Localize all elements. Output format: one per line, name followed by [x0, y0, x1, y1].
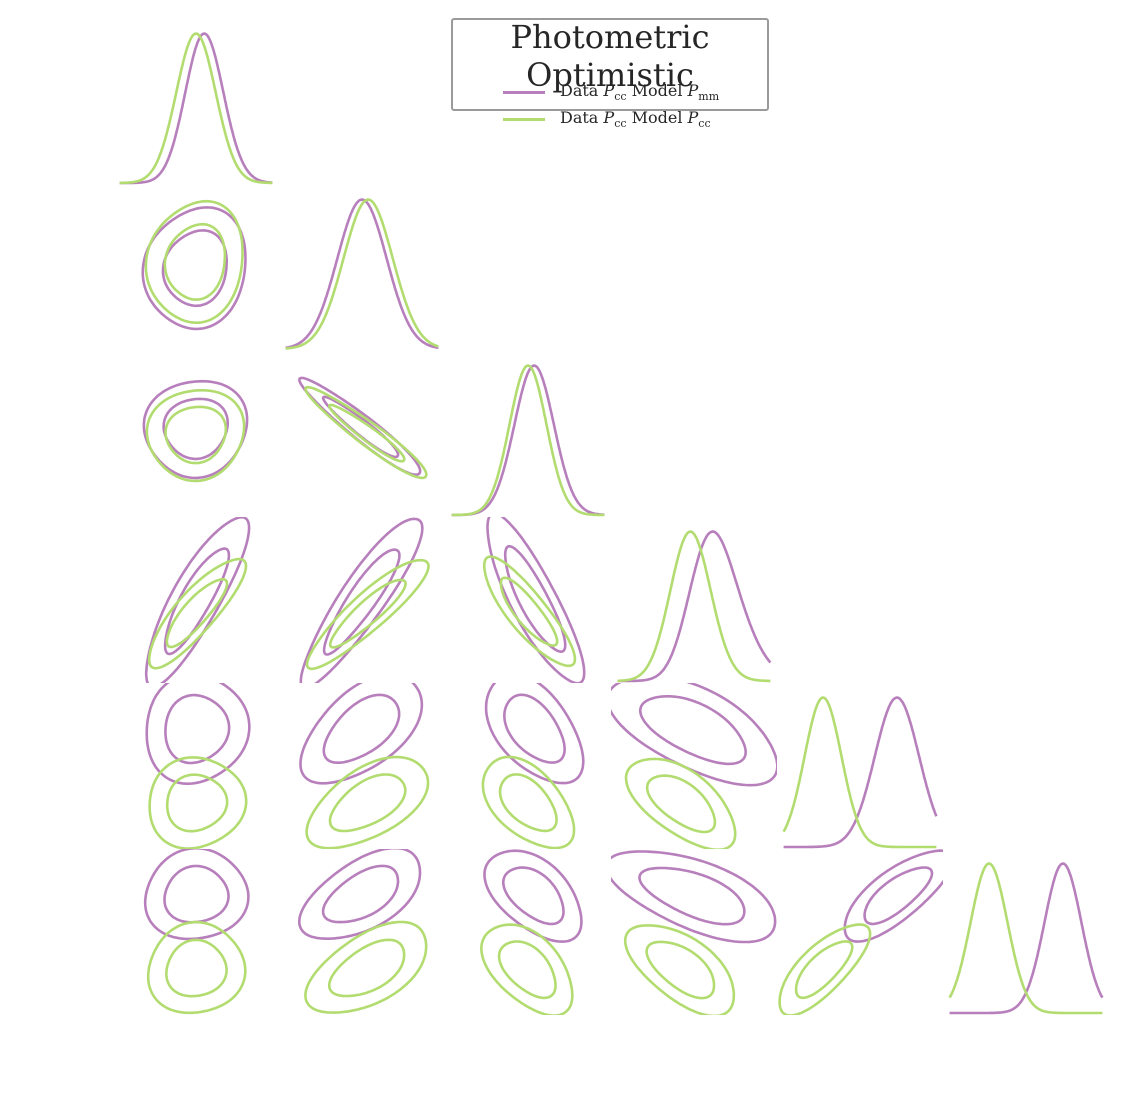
contour-68pct-series-2	[794, 940, 854, 1000]
marginal-curve-4-series-2	[617, 530, 771, 683]
marginal-panel-2	[285, 198, 439, 350]
contour-68pct-series-1	[638, 866, 746, 926]
contour-95pct-series-1	[297, 849, 422, 941]
contour-panel-5-4	[611, 683, 777, 849]
marginal-curve-2-series-1	[285, 198, 439, 350]
contour-95pct-series-2	[305, 755, 430, 849]
marginal-curve-5-series-1	[783, 696, 938, 849]
contour-95pct-series-2	[623, 924, 736, 1015]
contour-95pct-series-2	[145, 388, 246, 483]
marginal-panel-1	[119, 32, 273, 185]
marginal-curve-1-series-1	[119, 32, 273, 185]
contour-68pct-series-2	[497, 940, 557, 1000]
contour-panel-6-4	[611, 850, 777, 1015]
legend: Photometric Optimistic Data Pcc Model Pm…	[451, 18, 769, 130]
contour-68pct-series-1	[163, 864, 230, 924]
marginal-curve-1-series-2	[119, 32, 273, 185]
contour-95pct-series-2	[304, 385, 428, 480]
contour-95pct-series-1	[299, 683, 424, 785]
contour-68pct-series-2	[328, 578, 407, 649]
contour-panel-2-1	[141, 199, 247, 331]
contour-95pct-series-2	[144, 199, 244, 325]
contour-95pct-series-2	[624, 757, 737, 849]
contour-95pct-series-1	[299, 517, 424, 683]
contour-68pct-series-1	[502, 693, 566, 764]
contour-68pct-series-1	[163, 547, 231, 656]
contour-68pct-series-2	[327, 403, 406, 463]
marginal-curve-6-series-2	[948, 862, 1103, 1015]
contour-panel-6-5	[778, 849, 943, 1015]
contour-panel-3-1	[142, 379, 249, 483]
legend-swatch-2	[503, 118, 545, 121]
contour-95pct-series-1	[145, 683, 251, 786]
contour-68pct-series-2	[165, 773, 229, 833]
marginal-curve-3-series-1	[451, 364, 605, 517]
contour-panel-4-2	[299, 517, 430, 683]
legend-swatch-1	[503, 91, 545, 94]
marginal-panel-4	[617, 530, 772, 683]
legend-title: Photometric Optimistic	[510, 18, 710, 94]
contour-panel-4-1	[144, 517, 251, 683]
contour-68pct-series-1	[863, 866, 934, 926]
contour-95pct-series-1	[144, 517, 251, 683]
contour-68pct-series-2	[328, 773, 407, 833]
contour-panel-3-2	[298, 376, 428, 480]
marginal-curve-2-series-2	[285, 198, 439, 350]
contour-68pct-series-2	[165, 938, 228, 998]
contour-68pct-series-2	[645, 774, 717, 834]
contour-95pct-series-1	[843, 849, 943, 943]
contour-95pct-series-2	[481, 755, 576, 849]
marginal-curve-3-series-2	[451, 364, 605, 517]
contour-68pct-series-1	[503, 544, 567, 654]
contour-95pct-series-2	[778, 923, 872, 1015]
marginal-panel-6	[948, 862, 1104, 1015]
contour-95pct-series-2	[482, 555, 577, 668]
contour-95pct-series-1	[141, 206, 247, 331]
contour-68pct-series-1	[161, 229, 228, 308]
contour-68pct-series-1	[321, 864, 400, 924]
contour-68pct-series-2	[164, 405, 228, 465]
contour-68pct-series-2	[165, 577, 229, 649]
contour-68pct-series-1	[322, 693, 401, 765]
contour-68pct-series-2	[498, 773, 558, 833]
contour-panel-6-1	[143, 849, 250, 1015]
contour-95pct-series-2	[304, 920, 428, 1014]
contour-95pct-series-2	[147, 557, 248, 670]
contour-68pct-series-2	[645, 940, 716, 1000]
legend-label-2: Data Pcc Model Pcc	[560, 108, 711, 131]
contour-panel-4-3	[482, 517, 586, 683]
contour-95pct-series-2	[146, 920, 247, 1015]
contour-panel-5-1	[145, 683, 251, 849]
marginal-panel-3	[451, 364, 605, 517]
contour-95pct-series-1	[483, 849, 583, 943]
contour-panel-6-2	[297, 849, 428, 1014]
legend-label-1: Data Pcc Model Pmm	[560, 81, 720, 104]
marginal-curve-5-series-2	[782, 696, 937, 849]
contour-95pct-series-2	[480, 923, 574, 1015]
contour-68pct-series-2	[327, 938, 406, 998]
contour-95pct-series-1	[611, 683, 777, 787]
contour-panel-5-2	[299, 683, 430, 849]
contour-68pct-series-1	[638, 694, 748, 766]
contour-95pct-series-2	[305, 558, 430, 671]
contour-68pct-series-2	[163, 222, 227, 301]
contour-panel-5-3	[481, 683, 585, 849]
contour-95pct-series-2	[148, 756, 248, 849]
marginal-curve-4-series-1	[617, 530, 772, 683]
contour-68pct-series-1	[164, 693, 231, 765]
contour-panel-6-3	[480, 849, 583, 1015]
contour-68pct-series-1	[501, 866, 565, 926]
contour-95pct-series-1	[143, 849, 250, 941]
contour-95pct-series-1	[611, 850, 777, 944]
contour-68pct-series-2	[499, 576, 559, 647]
marginal-panel-5	[782, 696, 938, 849]
contour-95pct-series-1	[486, 517, 586, 683]
